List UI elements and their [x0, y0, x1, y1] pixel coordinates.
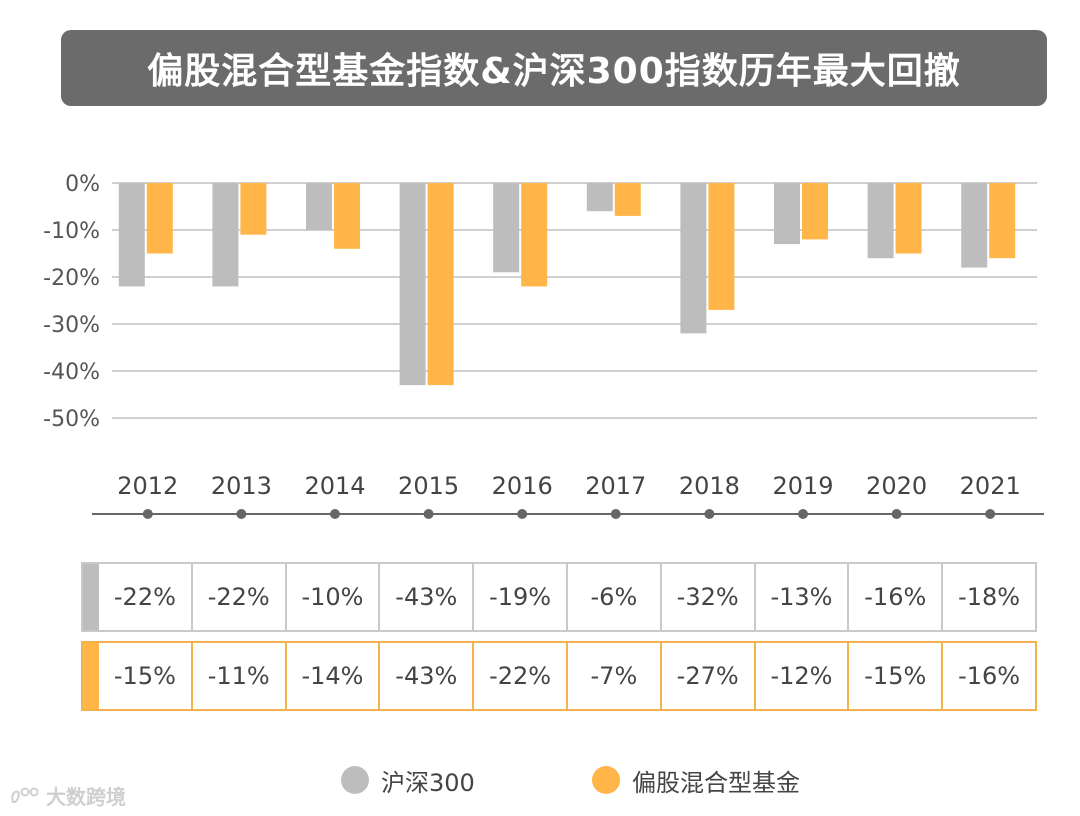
x-axis-ticks: 2012 2013 2014 2015 2016 2017 2018 2019 2020 2021: [117, 472, 1020, 500]
y-tick-label: -50%: [43, 407, 100, 432]
chart-title: 偏股混合型基金指数&沪深300指数历年最大回撤: [61, 30, 1047, 106]
timeline-axis: [92, 509, 1044, 519]
table-cell: -22%: [113, 583, 176, 611]
watermark: 大数跨境: [10, 781, 126, 810]
table-cell: -14%: [284, 643, 379, 709]
table-cell: -15%: [847, 643, 941, 709]
bar-fund: [240, 183, 267, 235]
bar-hs300: [118, 183, 145, 287]
table-cell: -43%: [378, 643, 472, 709]
table-swatch-fund: [83, 643, 99, 709]
table-cell: -10%: [284, 564, 379, 630]
x-tick-label: 2019: [772, 472, 833, 500]
bar-hs300: [493, 183, 520, 273]
bars: [118, 183, 1016, 386]
table-cell: -13%: [753, 564, 848, 630]
table-cell: -7%: [565, 643, 660, 709]
y-tick-label: -10%: [43, 219, 100, 244]
legend-swatch-hs300: [341, 766, 369, 794]
bar-fund: [895, 183, 922, 254]
x-tick-label: 2014: [304, 472, 365, 500]
bar-hs300: [212, 183, 239, 287]
bar-fund: [334, 183, 360, 249]
table-cell: -6%: [565, 564, 660, 630]
legend-item-hs300: 沪深300: [341, 760, 475, 800]
legend-label-fund: 偏股混合型基金: [632, 768, 800, 797]
table-cell: -16%: [847, 564, 941, 630]
table-cell: -22%: [472, 643, 566, 709]
table-cell: -22%: [190, 564, 285, 630]
table-cell: -15%: [113, 662, 176, 690]
x-tick-label: 2018: [679, 472, 740, 500]
bar-fund: [614, 183, 641, 216]
table-cell: -18%: [941, 564, 1035, 630]
table-swatch-hs300: [83, 564, 99, 630]
bar-hs300: [680, 183, 707, 334]
bar-fund: [989, 183, 1016, 259]
x-tick-label: 2012: [117, 472, 178, 500]
table-cell: -32%: [659, 564, 754, 630]
bar-hs300: [306, 183, 332, 230]
chart-legend: 沪深300 偏股混合型基金: [0, 760, 1080, 800]
bar-hs300: [961, 183, 988, 268]
x-tick-label: 2013: [211, 472, 272, 500]
table-cell: -12%: [753, 643, 848, 709]
bar-hs300: [399, 183, 426, 386]
table-cell: -43%: [378, 564, 472, 630]
bar-hs300: [867, 183, 894, 259]
bar-fund: [427, 183, 454, 386]
bar-fund: [146, 183, 173, 254]
x-tick-label: 2017: [585, 472, 646, 500]
x-tick-label: 2016: [492, 472, 553, 500]
y-tick-label: -20%: [43, 266, 100, 291]
x-tick-label: 2021: [960, 472, 1021, 500]
bar-fund: [521, 183, 548, 287]
legend-swatch-fund: [592, 766, 620, 794]
watermark-text: 大数跨境: [46, 785, 126, 809]
legend-item-fund: 偏股混合型基金: [592, 760, 800, 800]
bar-hs300: [774, 183, 800, 245]
table-cell: -11%: [190, 643, 285, 709]
table-cell: -27%: [659, 643, 754, 709]
watermark-logo-icon: [11, 787, 39, 803]
bar-hs300: [586, 183, 613, 212]
table-row-fund: -15% -11% -14% -43% -22% -7% -27% -12% -…: [81, 641, 1037, 711]
y-axis-ticks: 0% -10% -20% -30% -40% -50%: [43, 172, 100, 432]
table-row-hs300: -22% -22% -10% -43% -19% -6% -32% -13% -…: [81, 562, 1037, 632]
bar-fund: [708, 183, 735, 310]
table-cell: -16%: [941, 643, 1035, 709]
y-tick-label: 0%: [65, 172, 100, 197]
x-tick-label: 2020: [866, 472, 927, 500]
y-tick-label: -30%: [43, 313, 100, 338]
bar-fund: [802, 183, 828, 240]
x-tick-label: 2015: [398, 472, 459, 500]
table-cell: -19%: [472, 564, 566, 630]
legend-label-hs300: 沪深300: [381, 768, 475, 797]
y-tick-label: -40%: [43, 360, 100, 385]
